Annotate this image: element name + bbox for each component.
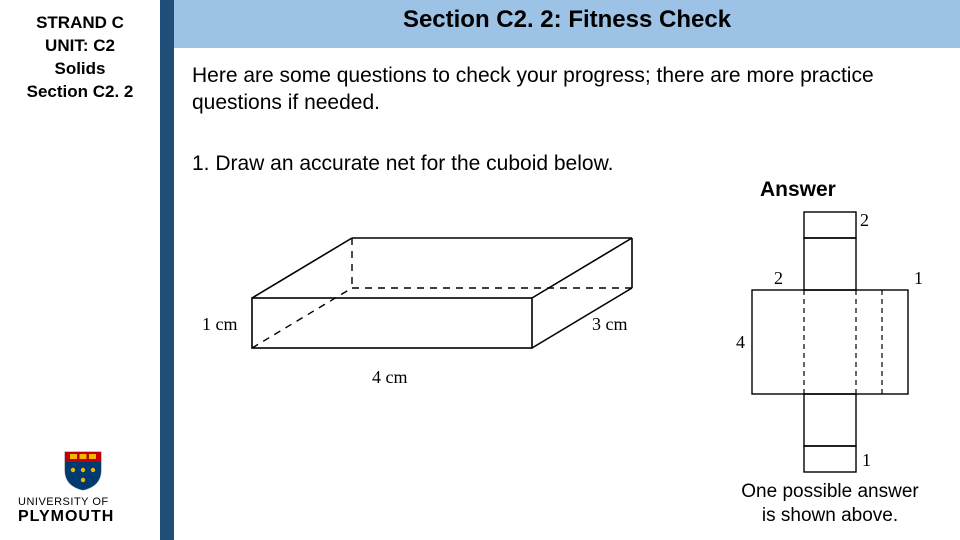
net-left-2: 2 [774, 268, 783, 288]
answer-caption: One possible answer is shown above. [710, 480, 950, 528]
university-logo: UNIVERSITY OF PLYMOUTH [18, 448, 148, 526]
cuboid-w-label: 4 cm [372, 367, 408, 387]
sidebar-line1: STRAND C [0, 12, 160, 35]
sidebar-line3: Solids [0, 58, 160, 81]
logo-uni: UNIVERSITY OF [18, 496, 148, 508]
sidebar-line2: UNIT: C2 [0, 35, 160, 58]
sidebar-stripe [160, 0, 174, 540]
net-top-2: 2 [860, 210, 869, 230]
logo-name: PLYMOUTH [18, 508, 148, 526]
answer-caption-1: One possible answer [741, 481, 918, 502]
net-left-4: 4 [736, 332, 745, 352]
answer-label: Answer [760, 178, 836, 202]
cuboid-d-label: 3 cm [592, 314, 628, 334]
answer-caption-2: is shown above. [762, 505, 898, 526]
page-title: Section C2. 2: Fitness Check [174, 6, 960, 34]
net-diagram: 2 2 1 4 1 [712, 204, 942, 474]
net-right-1: 1 [914, 268, 923, 288]
question-1-text: 1. Draw an accurate net for the cuboid b… [192, 152, 613, 176]
net-bot-1: 1 [862, 450, 871, 470]
sidebar-heading: STRAND C UNIT: C2 Solids Section C2. 2 [0, 12, 160, 104]
shield-icon [61, 448, 105, 492]
sidebar-line4: Section C2. 2 [0, 81, 160, 104]
cuboid-diagram: 1 cm 3 cm 4 cm [192, 208, 682, 408]
logo-text: UNIVERSITY OF PLYMOUTH [18, 496, 148, 526]
intro-text: Here are some questions to check your pr… [192, 62, 932, 117]
cuboid-h-label: 1 cm [202, 314, 238, 334]
